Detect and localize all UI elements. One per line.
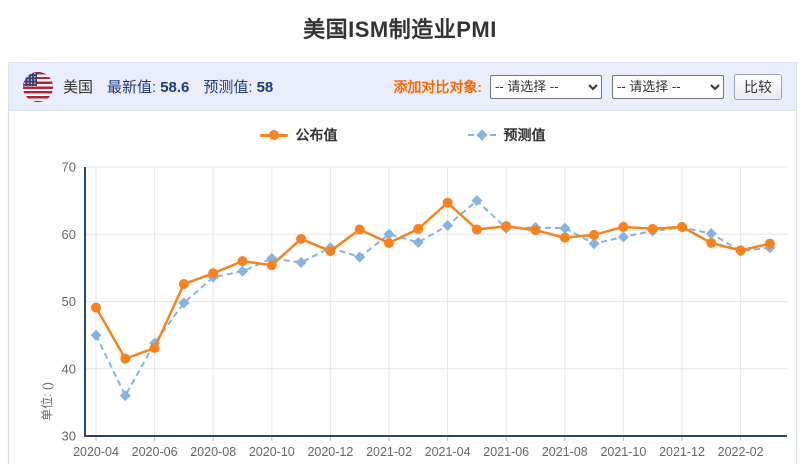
svg-text:2020-04: 2020-04 (73, 445, 119, 459)
svg-text:2021-02: 2021-02 (366, 445, 412, 459)
svg-text:30: 30 (62, 429, 76, 444)
add-compare-label: 添加对比对象: (393, 78, 482, 95)
svg-text:50: 50 (62, 294, 76, 309)
country-label: 美国 (63, 79, 94, 96)
svg-text:2021-06: 2021-06 (483, 445, 529, 459)
latest-label: 最新值: (107, 79, 157, 96)
forecast-value-group: 预测值: 58 (203, 76, 273, 97)
compare-select-1[interactable]: -- 请选择 -- (490, 74, 602, 99)
latest-value-group: 最新值: 58.6 (107, 76, 189, 97)
svg-text:2021-12: 2021-12 (659, 445, 705, 459)
legend-published-label: 公布值 (295, 127, 338, 143)
svg-text:2021-10: 2021-10 (600, 445, 646, 459)
svg-text:2022-02: 2022-02 (718, 445, 764, 459)
svg-text:2020-06: 2020-06 (132, 445, 178, 459)
pmi-chart-region: 30 40 50 60 70 2020-04 2020-06 2020-08 2020-10 20… (9, 111, 796, 464)
svg-text:2021-04: 2021-04 (425, 445, 471, 459)
legend-item-published[interactable]: 公布值 (259, 125, 338, 145)
forecast-series-marker-icon (467, 130, 496, 140)
legend-item-forecast[interactable]: 预测值 (467, 125, 546, 145)
page-title: 美国ISM制造业PMI (303, 17, 497, 42)
indicator-header-bar: 美国 最新值: 58.6 预测值: 58 添加对比对象: -- 请选择 -- -- … (9, 63, 796, 111)
indicator-card: 美国 最新值: 58.6 预测值: 58 添加对比对象: -- 请选择 -- -- … (8, 62, 797, 464)
chart-legend: 公布值 预测值 (9, 125, 796, 145)
svg-text:40: 40 (62, 361, 76, 376)
svg-text:2021-08: 2021-08 (542, 445, 588, 459)
compare-select-2[interactable]: -- 请选择 -- (612, 74, 724, 99)
forecast-value: 58 (256, 79, 274, 96)
svg-text:2020-08: 2020-08 (190, 445, 236, 459)
svg-text:2020-10: 2020-10 (249, 445, 295, 459)
published-series-marker-icon (259, 130, 288, 140)
y-axis-unit-label: 单位: () (39, 382, 54, 421)
pmi-line-chart: 30 40 50 60 70 2020-04 2020-06 2020-08 2020-10 20… (62, 160, 787, 459)
compare-button[interactable]: 比较 (734, 73, 782, 100)
latest-value: 58.6 (160, 79, 190, 96)
svg-text:2020-12: 2020-12 (307, 445, 353, 459)
svg-text:60: 60 (62, 227, 76, 242)
svg-text:70: 70 (62, 160, 76, 175)
forecast-label: 预测值: (203, 79, 253, 96)
legend-forecast-label: 预测值 (503, 127, 546, 143)
us-flag-icon (23, 71, 53, 102)
